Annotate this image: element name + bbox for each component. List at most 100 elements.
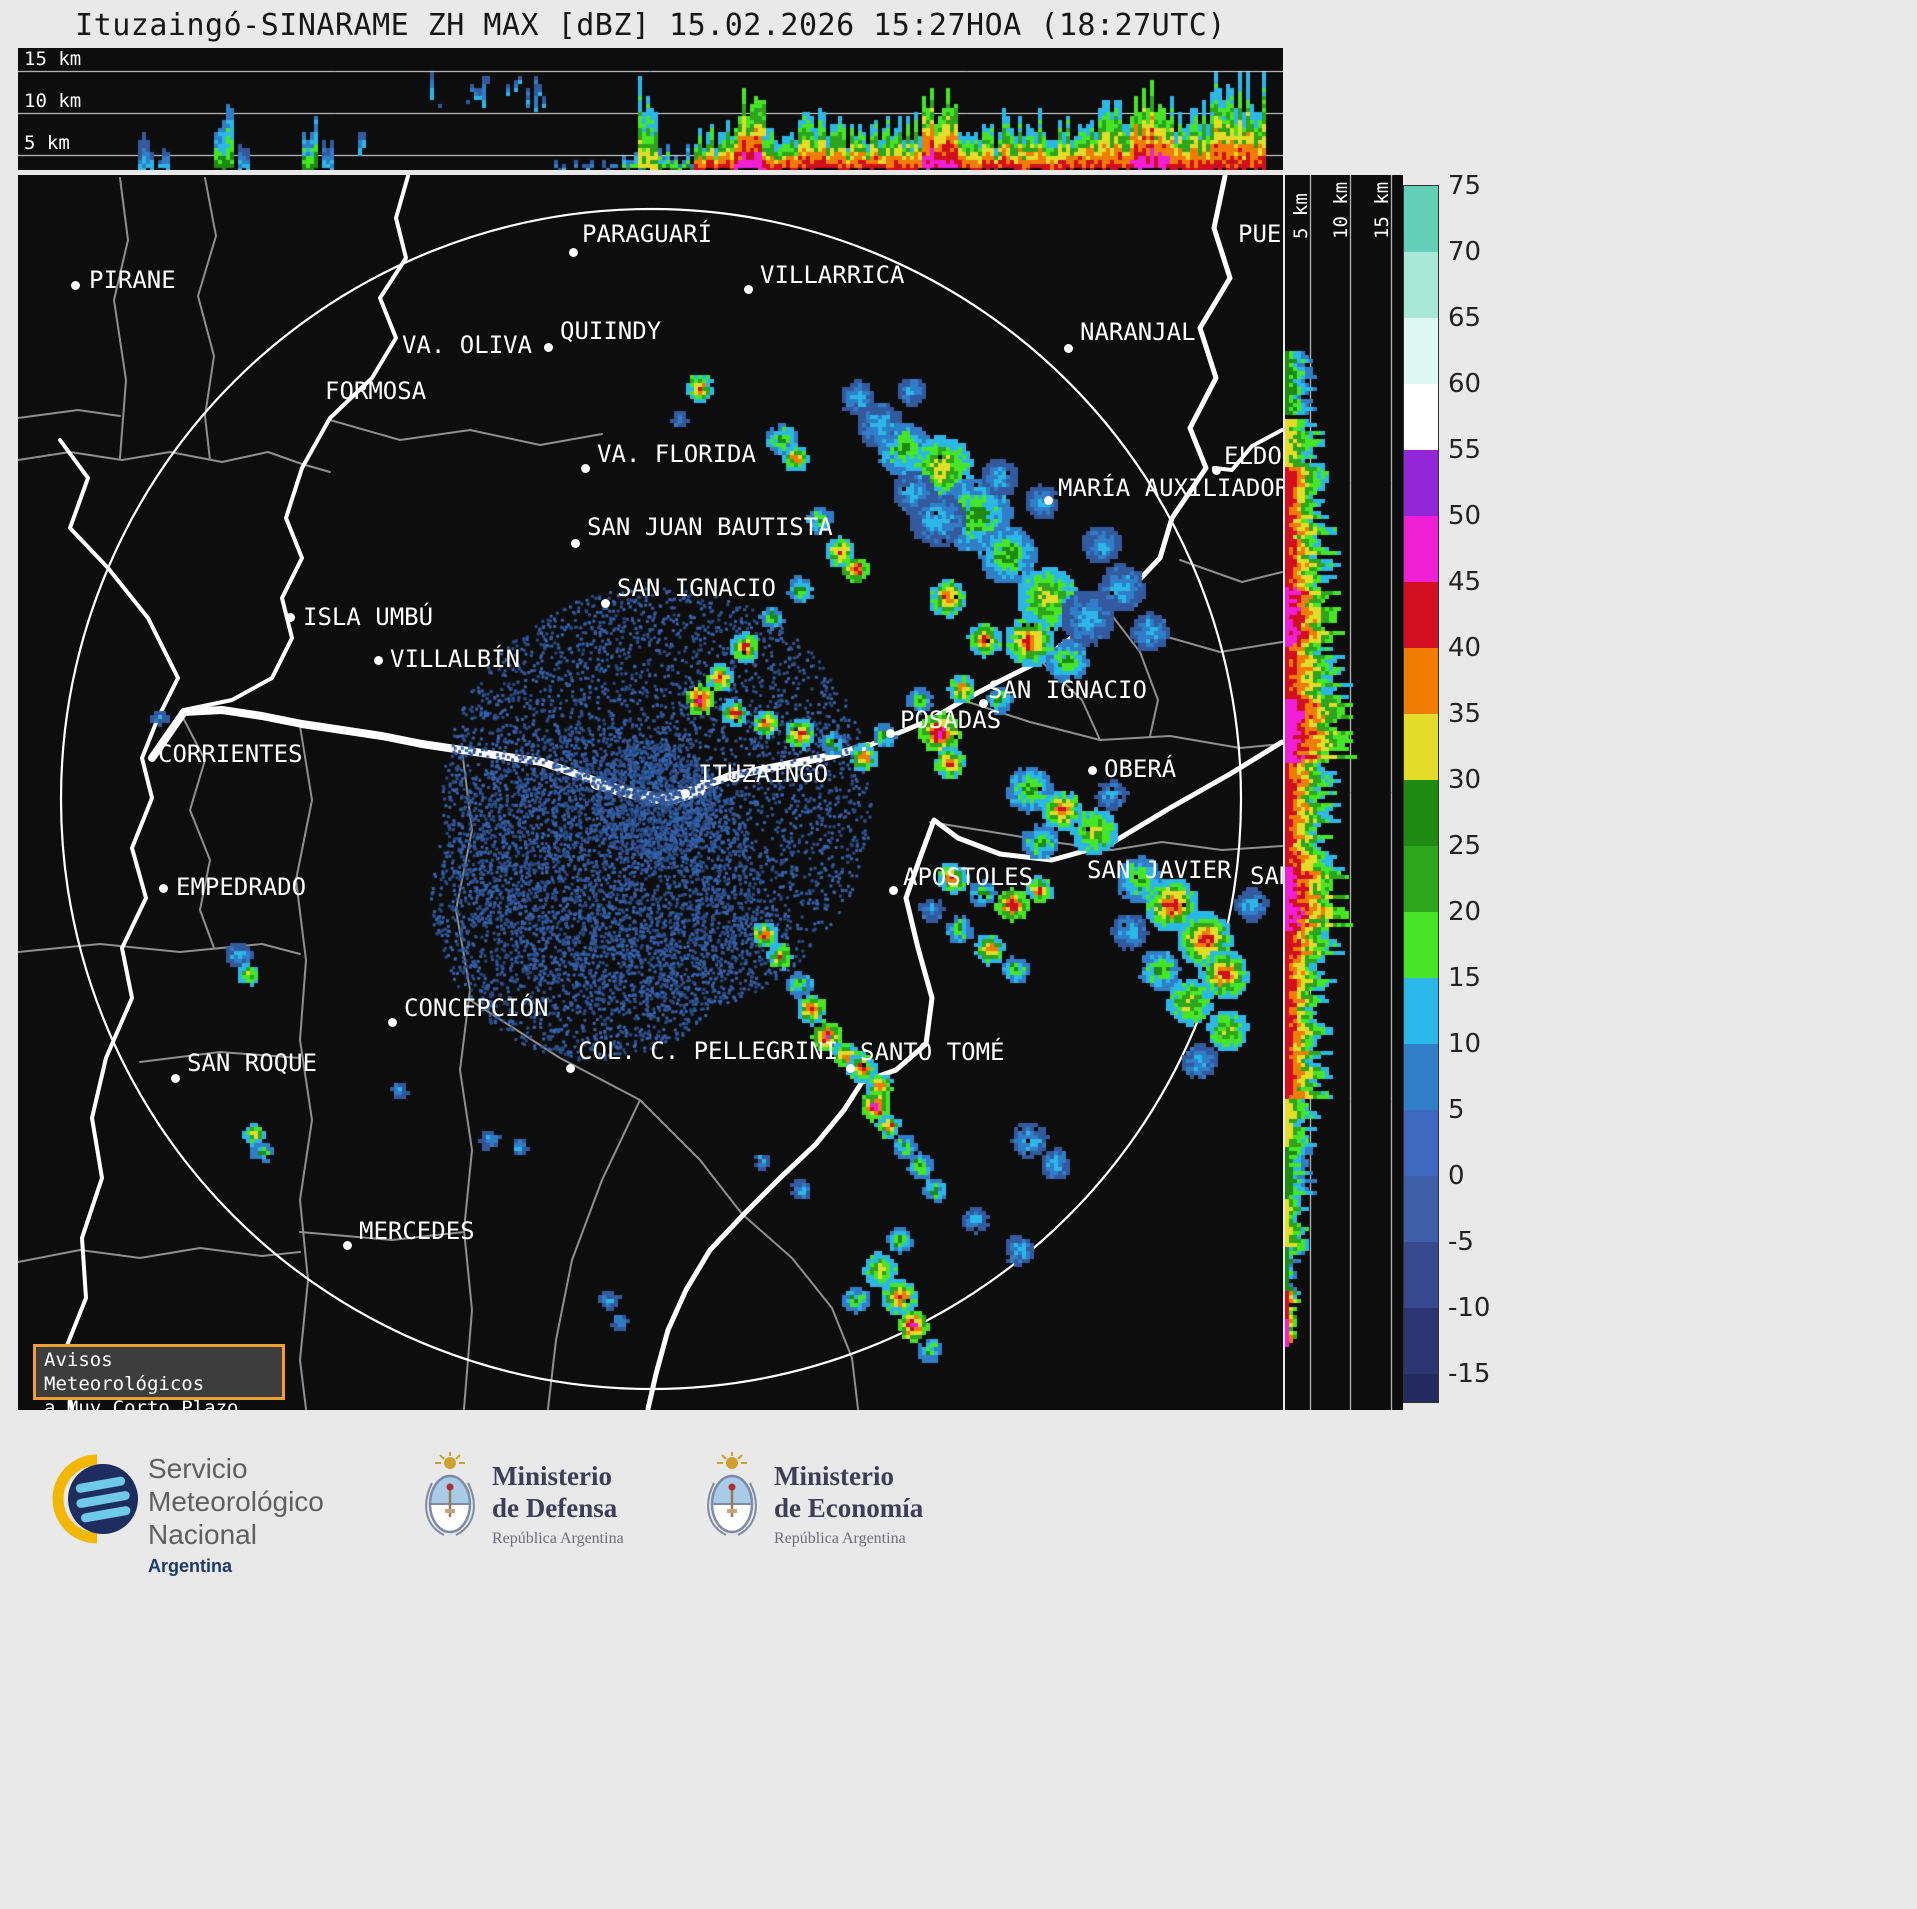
economia-sub: República Argentina <box>774 1530 906 1547</box>
colorbar-swatches <box>1404 186 1438 1402</box>
colorbar-bin <box>1404 1308 1438 1374</box>
city-dot <box>846 1064 855 1073</box>
city-label: ITUZAINGÓ <box>698 760 829 788</box>
colorbar-tick-label: 0 <box>1448 1161 1465 1191</box>
colorbar-tick-label: 5 <box>1448 1095 1465 1125</box>
city-label: SAN IGNACIO <box>617 574 776 602</box>
right-profile-canvas <box>1285 175 1403 1410</box>
city-label: SAN ROQUE <box>187 1049 318 1077</box>
colorbar-tick-label: 45 <box>1448 567 1482 597</box>
city-label: PIRANE <box>89 266 176 294</box>
city-label: MARÍA AUXILIADORA <box>1058 474 1283 502</box>
city-dot <box>1088 766 1097 775</box>
city-label: POSADAS <box>900 706 1002 734</box>
colorbar-bin <box>1404 582 1438 648</box>
colorbar-tick-label: -15 <box>1448 1359 1491 1389</box>
city-label: ELDORADO <box>1224 442 1283 470</box>
right-height-profile-panel: 5 km 10 km 15 km <box>1285 175 1403 1410</box>
city-dot <box>886 729 895 738</box>
city-dot <box>171 1074 180 1083</box>
city-dot <box>343 1241 352 1250</box>
radar-echo-canvas <box>18 175 1283 1410</box>
colorbar-tick-label: 20 <box>1448 897 1482 927</box>
defensa-line-2: de Defensa <box>492 1493 618 1523</box>
colorbar-tick-label: 40 <box>1448 633 1482 663</box>
height-axis-label: 15 km <box>1370 181 1393 239</box>
city-dot <box>388 1018 397 1027</box>
height-axis-label: 10 km <box>1330 181 1352 239</box>
colorbar-bin <box>1404 846 1438 912</box>
city-label: CONCEPCIÓN <box>404 994 549 1022</box>
city-dot <box>374 656 383 665</box>
colorbar-bin <box>1404 384 1438 450</box>
colorbar-bin <box>1404 1242 1438 1308</box>
smn-line-2: Meteorológico <box>148 1486 324 1517</box>
defensa-coat-of-arms-icon <box>425 1452 475 1536</box>
city-dot <box>159 884 168 893</box>
colorbar-bin <box>1404 780 1438 846</box>
warning-line-2: a Muy Corto Plazo <box>44 1397 239 1410</box>
city-label: APOSTOLES <box>903 863 1034 891</box>
page-title: Ituzaingó-SINARAME ZH MAX [dBZ] 15.02.20… <box>75 8 1226 43</box>
city-dot <box>566 1064 575 1073</box>
city-label: SAN JAVIER <box>1087 856 1232 884</box>
city-layer: PIRANE PARAGUARÍ VILLARRICA QUIINDY VA. OLIV… <box>18 175 1283 1410</box>
colorbar-tick-label: 55 <box>1448 435 1482 465</box>
smn-line-1: Servicio <box>148 1453 248 1484</box>
colorbar-tick-label: 25 <box>1448 831 1482 861</box>
top-profile-canvas <box>18 48 1283 170</box>
smn-wordmark: Servicio Meteorológico Nacional Argentin… <box>148 1452 324 1577</box>
city-label: SAN IGNACIO <box>988 676 1147 704</box>
economia-coat-of-arms-icon <box>707 1452 757 1536</box>
city-label: EMPEDRADO <box>176 873 307 901</box>
city-label: VA. OLIVA <box>402 331 533 359</box>
smn-logo-icon <box>52 1454 138 1544</box>
city-label: MERCEDES <box>359 1217 475 1245</box>
city-dot <box>571 539 580 548</box>
smn-line-3: Nacional <box>148 1519 257 1550</box>
colorbar-tick-label: 50 <box>1448 501 1482 531</box>
colorbar-tick-label: 75 <box>1448 171 1482 201</box>
colorbar-tick-label: -10 <box>1448 1293 1491 1323</box>
colorbar-tick-label: 15 <box>1448 963 1482 993</box>
city-label: FORMOSA <box>325 377 427 405</box>
city-dot <box>1212 466 1221 475</box>
city-dot <box>601 599 610 608</box>
colorbar-bin <box>1404 516 1438 582</box>
city-label: COL. C. PELLEGRINI <box>578 1037 839 1065</box>
defensa-sub: República Argentina <box>492 1530 624 1547</box>
footer: Servicio Meteorológico Nacional Argentin… <box>0 1440 1917 1640</box>
city-label: SANTO TOMÉ <box>860 1038 1005 1066</box>
height-axis-label: 5 km <box>24 131 70 154</box>
height-axis-label: 10 km <box>24 90 82 112</box>
radar-map-panel: PIRANE PARAGUARÍ VILLARRICA QUIINDY VA. OLIV… <box>18 175 1283 1410</box>
warning-box: Avisos Meteorológicos a Muy Corto Plazo <box>33 1344 285 1410</box>
colorbar-bin <box>1404 714 1438 780</box>
colorbar-bin <box>1404 252 1438 318</box>
city-dot <box>1044 496 1053 505</box>
colorbar-bin <box>1404 450 1438 516</box>
height-axis-label: 15 km <box>24 48 82 71</box>
city-label: VILLALBÍN <box>390 645 521 673</box>
colorbar-bin <box>1404 648 1438 714</box>
colorbar-bin <box>1404 318 1438 384</box>
city-label: VA. FLORIDA <box>597 440 756 468</box>
city-dot <box>1064 344 1073 353</box>
top-height-profile-panel: 15 km 10 km 5 km <box>18 48 1283 170</box>
city-label: VILLARRICA <box>760 261 905 289</box>
city-label: ISLA UMBÚ <box>303 603 434 631</box>
smn-country-label: Argentina <box>148 1556 233 1576</box>
colorbar-tick-label: 10 <box>1448 1029 1482 1059</box>
city-label: PARAGUARÍ <box>582 220 713 248</box>
city-label: PUERTO <box>1238 220 1283 248</box>
colorbar-tick-label: 65 <box>1448 303 1482 333</box>
city-label: CORRIENTES <box>158 740 303 768</box>
colorbar-bin <box>1404 1176 1438 1242</box>
colorbar-bin <box>1404 1374 1438 1402</box>
city-dot <box>569 248 578 257</box>
colorbar-bin <box>1404 912 1438 978</box>
economia-line-2: de Economía <box>774 1493 924 1523</box>
colorbar-tick-label: 70 <box>1448 237 1482 267</box>
city-label: SAN <box>1250 862 1283 890</box>
city-dot <box>681 789 690 798</box>
